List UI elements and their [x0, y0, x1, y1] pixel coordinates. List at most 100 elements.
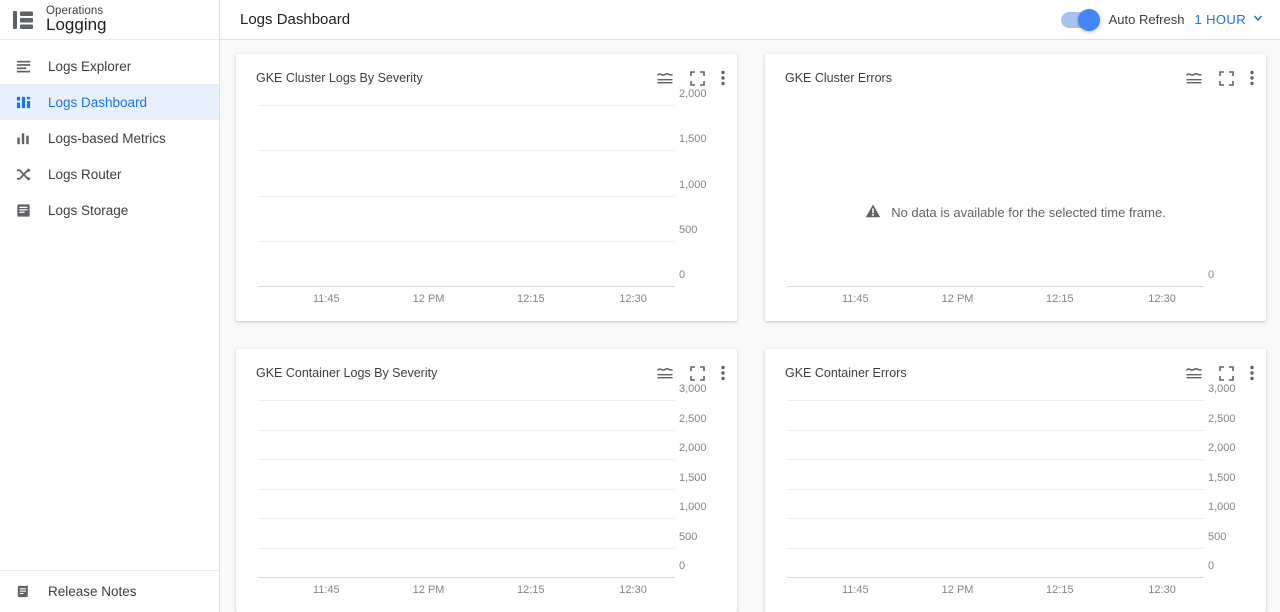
topbar: Logs Dashboard Auto Refresh 1 HOUR [220, 0, 1280, 40]
x-axis-tick-label: 12:15 [1046, 584, 1074, 596]
bar-slot[interactable] [1162, 401, 1196, 578]
bar-slot[interactable] [292, 106, 326, 287]
sidebar-item-logs-explorer[interactable]: Logs Explorer [0, 48, 219, 84]
bar-slot[interactable] [633, 401, 667, 578]
bar-slot[interactable] [326, 401, 360, 578]
gridline [258, 459, 675, 460]
sparkline-toggle-icon[interactable] [656, 70, 674, 86]
gridline [258, 518, 675, 519]
gridline [787, 518, 1204, 519]
sidebar-item-label: Logs Dashboard [48, 94, 148, 110]
y-axis-tick-label: 0 [679, 269, 686, 281]
fullscreen-icon[interactable] [690, 365, 705, 381]
gridline [258, 547, 675, 549]
gridline [258, 429, 675, 431]
bar-slot[interactable] [599, 401, 633, 578]
chart-area: 0 500 1,000 1,500 2,000 2,500 3,000 11:45 12 PM 1… [236, 383, 737, 612]
sidebar-nav: Logs Explorer Logs Dashboard [0, 40, 219, 570]
card-actions [1185, 70, 1254, 86]
bar-slot[interactable] [599, 106, 633, 287]
bar-slot[interactable] [1094, 401, 1128, 578]
bar-slot[interactable] [428, 106, 462, 287]
bar-series [258, 401, 667, 578]
bar-slot[interactable] [991, 401, 1025, 578]
bar-slot[interactable] [394, 401, 428, 578]
y-axis-tick-label: 0 [1208, 269, 1215, 281]
auto-refresh-toggle[interactable] [1060, 8, 1100, 31]
y-axis-tick-label: 2,500 [679, 412, 707, 425]
bar-slot[interactable] [565, 106, 599, 287]
bar-slot[interactable] [428, 401, 462, 578]
bar-slot[interactable] [360, 401, 394, 578]
bar-slot[interactable] [497, 106, 531, 287]
sparkline-toggle-icon[interactable] [1185, 365, 1203, 381]
more-vertical-icon[interactable] [721, 365, 725, 381]
fullscreen-icon[interactable] [1219, 70, 1234, 86]
bar-slot[interactable] [1026, 401, 1060, 578]
bar-slot[interactable] [855, 401, 889, 578]
bar-slot[interactable] [923, 401, 957, 578]
time-range-selector[interactable]: 1 HOUR [1194, 12, 1264, 27]
auto-refresh-label: Auto Refresh [1108, 12, 1185, 27]
bar-slot[interactable] [1060, 401, 1094, 578]
more-vertical-icon[interactable] [1250, 70, 1254, 86]
warning-icon [865, 203, 881, 222]
brand-header[interactable]: Operations Logging [0, 0, 219, 40]
bar-slot[interactable] [326, 106, 360, 287]
bar-slot[interactable] [565, 401, 599, 578]
bar-series [787, 401, 1196, 578]
fullscreen-icon[interactable] [1219, 365, 1234, 381]
bar-slot[interactable] [787, 401, 821, 578]
main-content: Logs Dashboard Auto Refresh 1 HOUR G [220, 0, 1280, 612]
bar-slot[interactable] [889, 401, 923, 578]
sidebar-item-logs-router[interactable]: Logs Router [0, 156, 219, 192]
bar-slot[interactable] [1128, 401, 1162, 578]
dashboard-grid: GKE Cluster Logs By Severity 0 500 1,000 1,5… [220, 40, 1280, 612]
more-vertical-icon[interactable] [1250, 365, 1254, 381]
chevron-down-icon [1252, 12, 1264, 27]
card-header: GKE Cluster Logs By Severity [236, 54, 737, 102]
fullscreen-icon[interactable] [690, 70, 705, 86]
x-axis-tick-label: 11:45 [841, 584, 869, 596]
list-lines-icon [8, 58, 38, 75]
chart-area: No data is available for the selected ti… [765, 102, 1266, 321]
topbar-controls: Auto Refresh 1 HOUR [1060, 8, 1264, 31]
y-axis-tick-label: 1,000 [1208, 501, 1236, 513]
page-title: Logs Dashboard [240, 11, 351, 28]
bar-slot[interactable] [394, 106, 428, 287]
bar-slot[interactable] [531, 401, 565, 578]
more-vertical-icon[interactable] [721, 70, 725, 86]
x-axis-tick-label: 12:30 [619, 293, 647, 305]
sidebar-item-logs-dashboard[interactable]: Logs Dashboard [0, 84, 219, 120]
bar-slot[interactable] [531, 106, 565, 287]
dashboard-bars-icon [8, 94, 38, 111]
bar-slot[interactable] [258, 106, 292, 287]
bar-slot[interactable] [633, 106, 667, 287]
bar-slot[interactable] [821, 401, 855, 578]
bar-slot[interactable] [258, 401, 292, 578]
sidebar-item-logs-based-metrics[interactable]: Logs-based Metrics [0, 120, 219, 156]
sidebar-item-label: Logs Router [48, 166, 122, 182]
sparkline-toggle-icon[interactable] [1185, 70, 1203, 86]
x-axis: 11:45 12 PM 12:15 12:30 [258, 584, 667, 598]
x-axis-tick-label: 12 PM [941, 584, 974, 596]
gridline [258, 150, 675, 152]
bar-slot[interactable] [497, 401, 531, 578]
sparkline-toggle-icon[interactable] [656, 365, 674, 381]
bar-slot[interactable] [462, 401, 496, 578]
card-header: GKE Container Logs By Severity [236, 349, 737, 397]
bar-slot[interactable] [462, 106, 496, 287]
bar-slot[interactable] [957, 401, 991, 578]
chart-area: 0 500 1,000 1,500 2,000 11:45 12 PM 12:15 12:30 [236, 88, 737, 321]
bar-slot[interactable] [360, 106, 394, 287]
gridline [787, 577, 1204, 578]
gridline [787, 547, 1204, 549]
sidebar-item-release-notes[interactable]: Release Notes [0, 570, 219, 612]
sidebar-item-logs-storage[interactable]: Logs Storage [0, 192, 219, 228]
chart-card-gke-cluster-errors: GKE Cluster Errors No data is available f… [765, 54, 1266, 321]
bar-slot[interactable] [292, 401, 326, 578]
y-axis-tick-label: 500 [679, 530, 698, 543]
gridline [787, 488, 1204, 490]
brand-title: Logging [46, 15, 107, 35]
